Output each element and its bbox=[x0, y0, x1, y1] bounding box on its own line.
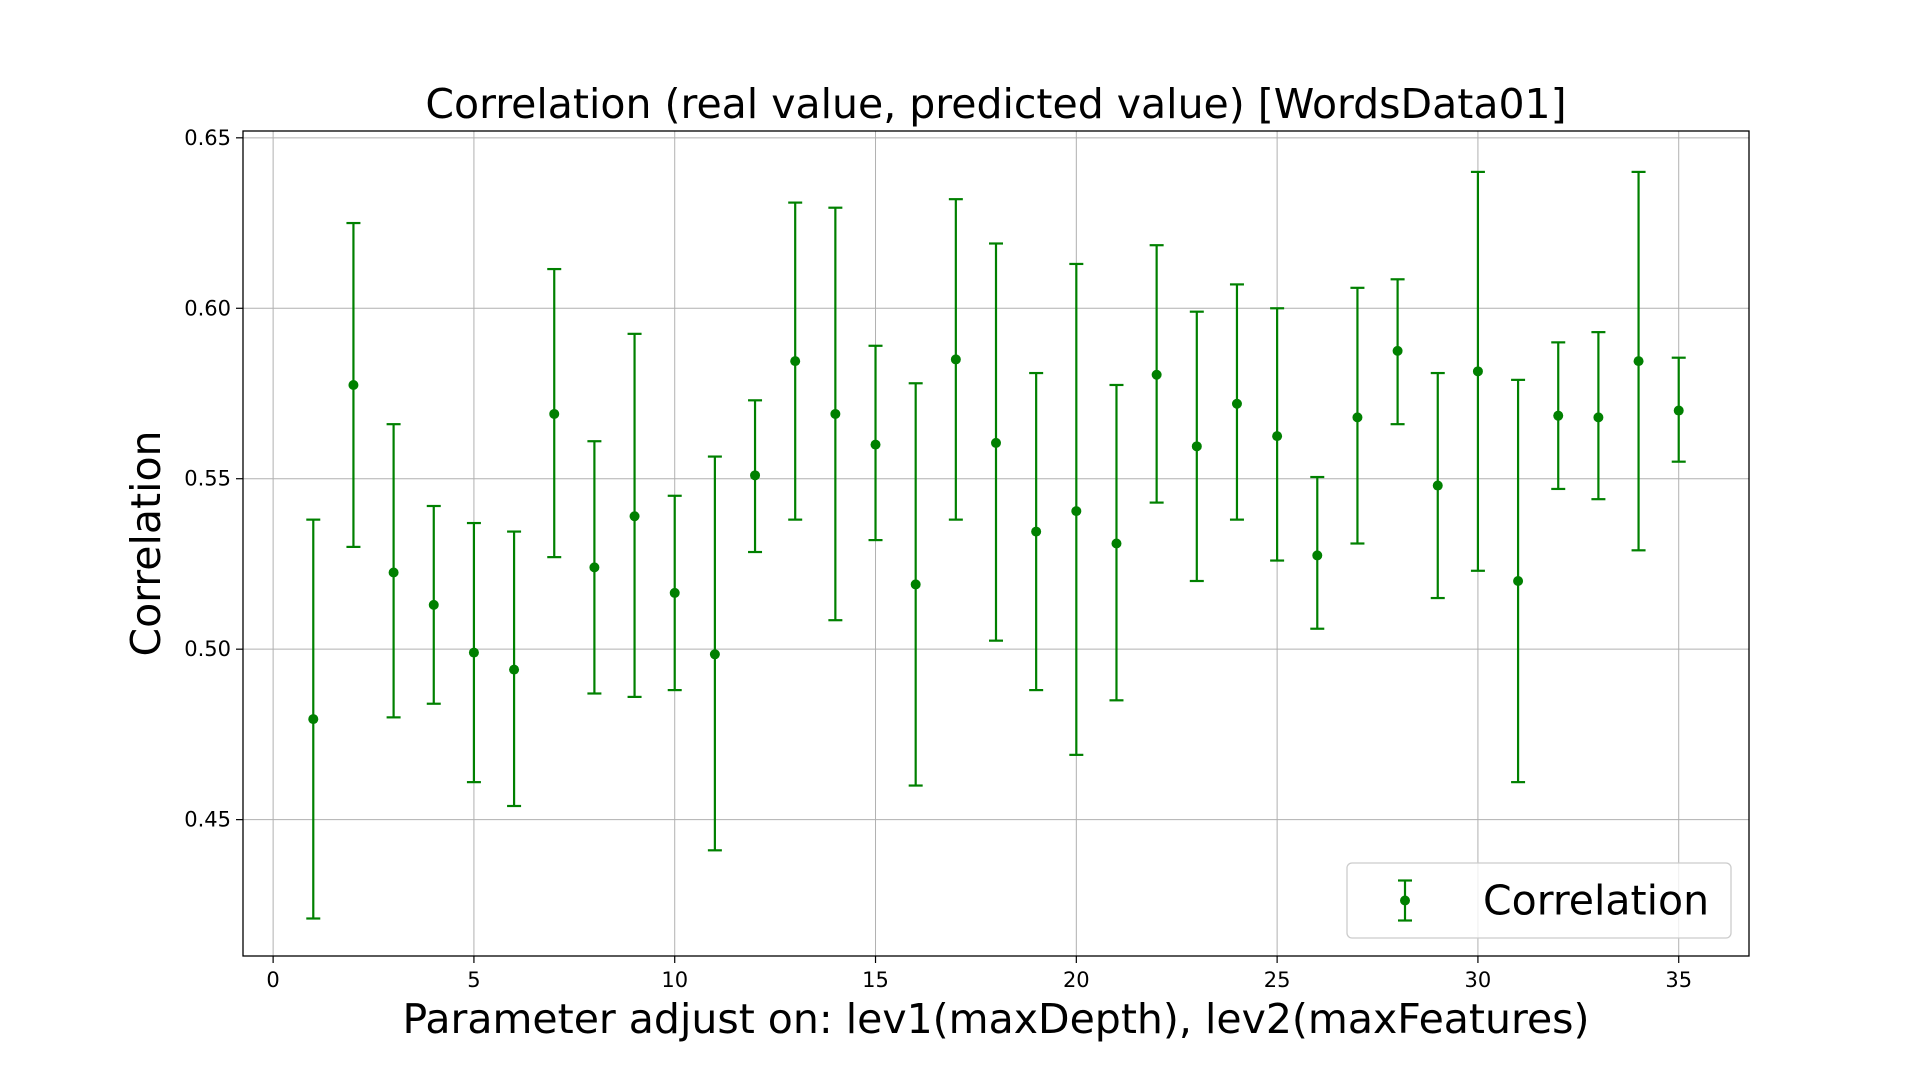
data-point bbox=[1633, 356, 1644, 367]
x-tick-label: 35 bbox=[1665, 968, 1692, 992]
data-point bbox=[589, 562, 600, 573]
data-point bbox=[950, 354, 961, 365]
data-point bbox=[750, 470, 761, 481]
y-tick-label: 0.45 bbox=[184, 808, 231, 832]
data-point bbox=[388, 567, 399, 578]
data-point bbox=[910, 579, 921, 590]
data-point bbox=[669, 587, 680, 598]
y-tick-label: 0.65 bbox=[184, 126, 231, 150]
data-point bbox=[428, 599, 439, 610]
x-axis-label: Parameter adjust on: lev1(maxDepth), lev… bbox=[402, 995, 1589, 1043]
plot-frame bbox=[242, 130, 1750, 957]
data-point bbox=[1071, 506, 1082, 517]
data-point bbox=[870, 439, 881, 450]
data-point bbox=[1312, 550, 1323, 561]
chart-title: Correlation (real value, predicted value… bbox=[425, 80, 1566, 128]
y-axis-label: Correlation bbox=[122, 430, 170, 656]
error-bars bbox=[306, 170, 1686, 920]
y-tick-label: 0.55 bbox=[184, 467, 231, 491]
x-axis-ticks: 0 5 10 15 20 25 30 35 bbox=[266, 956, 1692, 992]
data-point bbox=[629, 511, 640, 522]
x-tick-label: 15 bbox=[862, 968, 889, 992]
y-axis-ticks: 0.45 0.50 0.55 0.60 0.65 bbox=[184, 126, 243, 832]
data-point bbox=[549, 408, 560, 419]
data-point bbox=[1231, 398, 1242, 409]
y-tick-label: 0.60 bbox=[184, 296, 231, 320]
legend-label: Correlation bbox=[1483, 877, 1709, 925]
data-point bbox=[1272, 431, 1283, 442]
x-tick-label: 30 bbox=[1465, 968, 1492, 992]
y-tick-label: 0.50 bbox=[184, 637, 231, 661]
data-points bbox=[308, 345, 1684, 725]
data-point bbox=[1392, 345, 1403, 356]
legend-point bbox=[1400, 895, 1410, 906]
data-point bbox=[1432, 480, 1443, 491]
data-point bbox=[509, 664, 520, 675]
x-tick-label: 20 bbox=[1063, 968, 1090, 992]
legend-box bbox=[1346, 862, 1732, 939]
legend-marker bbox=[1398, 879, 1412, 922]
x-tick-label: 10 bbox=[661, 968, 688, 992]
data-point bbox=[348, 379, 359, 390]
data-point bbox=[468, 647, 479, 658]
data-point bbox=[1472, 366, 1483, 377]
data-point bbox=[709, 649, 720, 660]
data-point bbox=[830, 408, 841, 419]
data-point bbox=[1553, 410, 1564, 421]
data-point bbox=[1352, 412, 1363, 423]
x-tick-label: 25 bbox=[1264, 968, 1291, 992]
data-point bbox=[1111, 538, 1122, 549]
data-point bbox=[991, 437, 1001, 448]
data-point bbox=[1673, 405, 1684, 416]
legend: Correlation bbox=[1346, 862, 1732, 939]
data-point bbox=[1191, 441, 1202, 452]
data-point bbox=[790, 356, 801, 367]
data-point bbox=[1031, 526, 1042, 537]
x-tick-label: 5 bbox=[467, 968, 480, 992]
data-point bbox=[1513, 576, 1524, 586]
data-point bbox=[1151, 369, 1162, 380]
x-tick-label: 0 bbox=[266, 968, 279, 992]
data-point bbox=[1593, 412, 1604, 423]
data-point bbox=[308, 714, 319, 725]
